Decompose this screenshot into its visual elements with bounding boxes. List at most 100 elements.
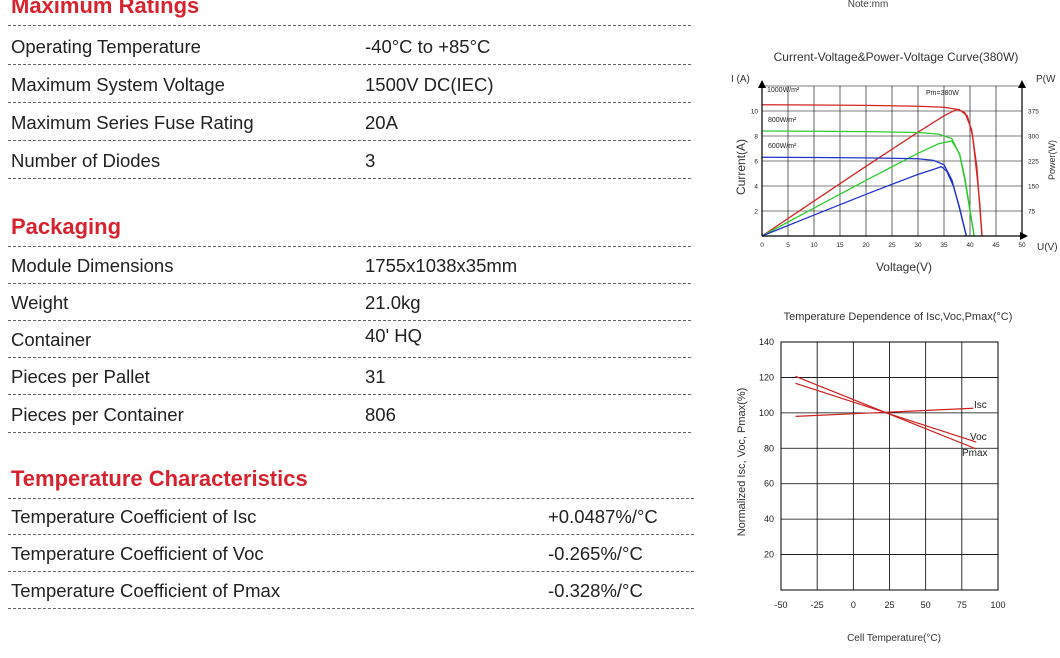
y-tick-label: 2 <box>754 209 758 216</box>
divider <box>8 25 691 26</box>
gridlines <box>781 342 998 590</box>
y2-tick-label: 300 <box>1028 134 1039 141</box>
spec-label: Operating Temperature <box>11 36 201 57</box>
x-tick-label: 45 <box>992 242 1000 249</box>
series-layer <box>795 375 977 450</box>
table-row: Maximum Series Fuse Rating 20A <box>8 103 691 141</box>
series-layer <box>761 104 983 237</box>
y-tick-label: 40 <box>764 514 774 524</box>
divider <box>8 498 694 499</box>
y-tick-label: 6 <box>754 159 758 166</box>
spec-value: 21.0kg <box>365 292 421 313</box>
y-unit-label: I (A) <box>731 74 750 85</box>
x-tick-label: 0 <box>851 600 856 610</box>
y2-unit-label: P(W <box>1036 74 1056 85</box>
x-tick-label: 0 <box>760 242 764 249</box>
spec-value: 40' HQ <box>365 325 422 346</box>
y2-tick-label: 150 <box>1028 184 1039 191</box>
table-row: Module Dimensions 1755x1038x35mm <box>8 248 691 284</box>
table-row: Temperature Coefficient of Isc +0.0487%/… <box>8 500 694 535</box>
table-row: Maximum System Voltage 1500V DC(IEC) <box>8 65 691 103</box>
series-label-voc: Voc <box>970 432 987 443</box>
x-tick-label: 50 <box>1018 242 1026 249</box>
x-unit-label: U(V) <box>1037 242 1058 253</box>
chart-title: Current-Voltage&Power-Voltage Curve(380W… <box>774 50 1019 64</box>
y-tick-label: 140 <box>759 337 774 347</box>
spec-label: Temperature Coefficient of Pmax <box>11 580 281 601</box>
x-tick-label: 20 <box>862 242 870 249</box>
y2-ticks: 75 150 225 300 375 <box>1028 109 1039 216</box>
x-tick-label: 50 <box>921 600 931 610</box>
temperature-chart: Temperature Dependence of Isc,Voc,Pmax(°… <box>736 311 1012 644</box>
x-tick-label: -25 <box>811 600 824 610</box>
table-row: Temperature Coefficient of Pmax -0.328%/… <box>8 572 694 609</box>
spec-label: Pieces per Container <box>11 404 184 425</box>
table-row: Weight 21.0kg <box>8 284 691 321</box>
x-tick-label: 25 <box>888 242 896 249</box>
x-tick-label: 10 <box>810 242 818 249</box>
y2-tick-label: 75 <box>1028 209 1036 216</box>
irradiance-label: 600W/m² <box>768 143 797 150</box>
y2-tick-label: 225 <box>1028 159 1039 166</box>
spec-label: Temperature Coefficient of Voc <box>11 543 264 564</box>
pv-curve <box>761 140 975 237</box>
note-text: Note:mm <box>848 0 889 10</box>
irradiance-label: 1000W/m² <box>767 87 800 94</box>
y-tick-label: 100 <box>759 408 774 418</box>
y-tick-label: 20 <box>764 550 774 560</box>
spec-label: Pieces per Pallet <box>11 366 150 387</box>
series-line-pmax <box>795 375 977 450</box>
spec-value: 3 <box>365 150 376 171</box>
table-row: Container 40' HQ <box>8 321 691 358</box>
x-tick-label: -50 <box>774 600 787 610</box>
spec-value: -0.265%/°C <box>548 543 643 564</box>
spec-label: Temperature Coefficient of Isc <box>11 506 257 527</box>
y-ticks: 20 40 60 80 100 120 140 <box>759 337 774 560</box>
spec-value: +0.0487%/°C <box>548 506 658 527</box>
spec-value: 20A <box>365 112 398 133</box>
spec-label: Module Dimensions <box>11 255 174 276</box>
spec-label: Weight <box>11 292 69 313</box>
spec-label: Maximum System Voltage <box>11 74 225 95</box>
pv-curve <box>761 108 983 237</box>
spec-label: Container <box>11 329 92 350</box>
y-axis-label: Current(A) <box>734 139 748 195</box>
x-axis-arrow <box>1020 232 1028 240</box>
y-tick-label: 10 <box>751 109 759 116</box>
series-label-pmax: Pmax <box>962 448 988 459</box>
spec-value: -40°C to +85°C <box>365 36 491 57</box>
y-ticks: 2 4 6 8 10 <box>751 109 759 216</box>
x-tick-label: 15 <box>836 242 844 249</box>
max-ratings-title: Maximum Ratings <box>11 0 200 18</box>
temperature-title: Temperature Characteristics <box>11 466 308 491</box>
divider <box>8 246 691 247</box>
series-label-isc: Isc <box>974 400 987 411</box>
spec-value: 1500V DC(IEC) <box>365 74 494 95</box>
x-tick-label: 40 <box>966 242 974 249</box>
pmax-annotation: Pm=380W <box>926 90 959 97</box>
y-tick-label: 4 <box>754 184 758 191</box>
spec-value: 1755x1038x35mm <box>365 255 518 276</box>
x-ticks: -50 -25 0 25 50 75 100 <box>774 600 1005 610</box>
y-tick-label: 120 <box>759 372 774 382</box>
spec-label: Number of Diodes <box>11 150 161 171</box>
spec-value: 31 <box>365 366 386 387</box>
pv-curve <box>761 165 967 237</box>
irradiance-label: 800W/m² <box>768 117 797 124</box>
x-ticks: 0 5 10 15 20 25 30 35 40 45 50 <box>760 242 1026 249</box>
y-axis-arrow <box>758 80 766 88</box>
x-axis-label: Voltage(V) <box>876 260 932 274</box>
x-axis-label: Cell Temperature(°C) <box>847 633 941 644</box>
gridlines <box>762 85 1023 236</box>
x-tick-label: 25 <box>884 600 894 610</box>
y2-axis-label: Power(W) <box>1047 140 1057 180</box>
table-row: Pieces per Pallet 31 <box>8 358 691 395</box>
spec-value: 806 <box>365 404 396 425</box>
x-tick-label: 5 <box>786 242 790 249</box>
packaging-title: Packaging <box>11 214 122 239</box>
iv-curve <box>761 104 983 237</box>
y-tick-label: 80 <box>764 443 774 453</box>
y-tick-label: 8 <box>754 134 758 141</box>
y2-tick-label: 375 <box>1028 109 1039 116</box>
